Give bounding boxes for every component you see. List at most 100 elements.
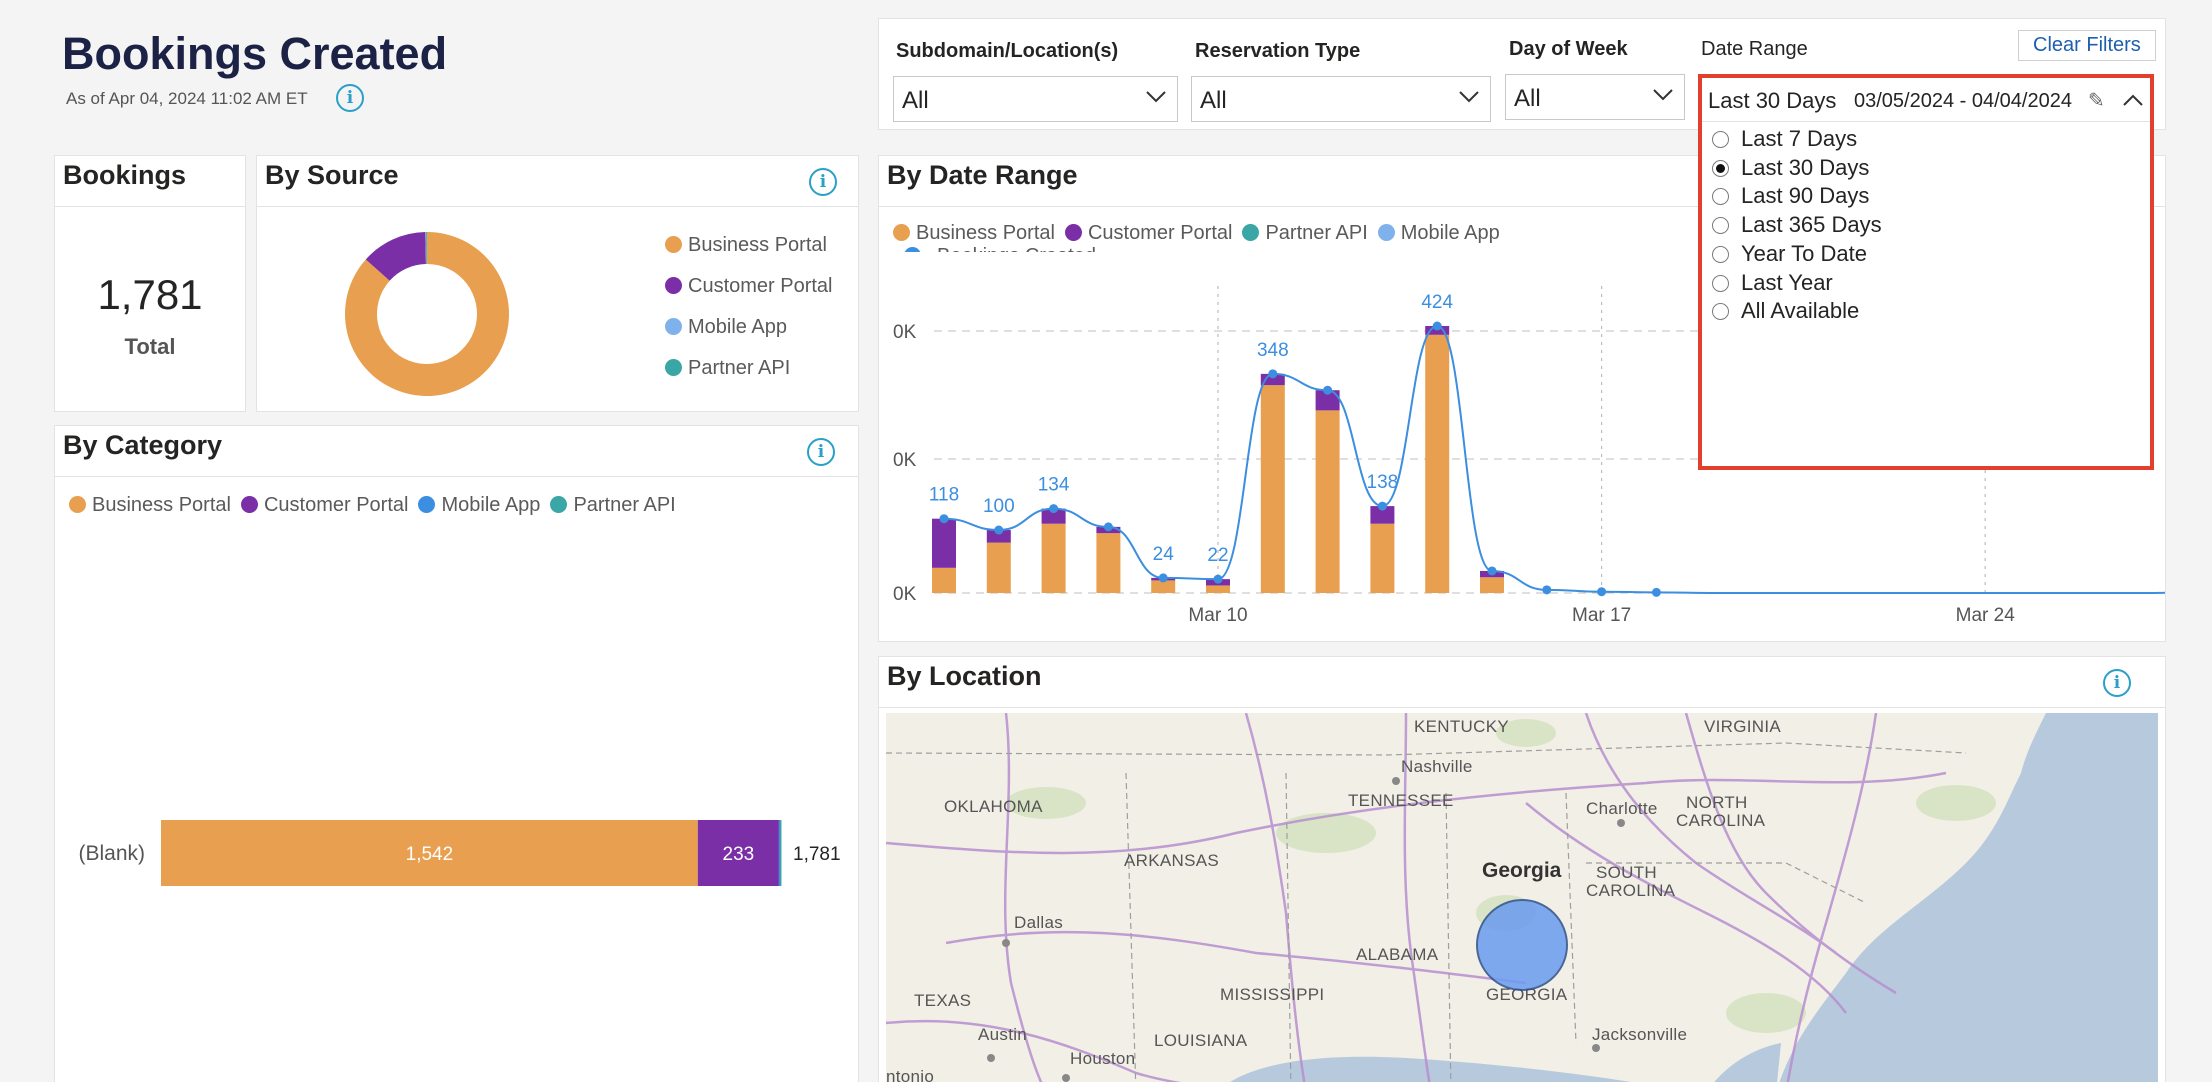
bar-business-portal[interactable]: [1096, 533, 1121, 593]
legend-item[interactable]: Business Portal: [69, 494, 231, 517]
bar-customer-portal[interactable]: [1370, 506, 1395, 524]
by-source-title: By Source: [265, 160, 399, 190]
legend-item[interactable]: Customer Portal: [665, 275, 833, 298]
bar-customer-portal[interactable]: [1260, 373, 1285, 386]
bar-business-portal[interactable]: [1041, 523, 1066, 593]
day-of-week-select[interactable]: All: [1505, 74, 1685, 120]
bookings-created-point[interactable]: [1049, 504, 1059, 514]
map-label-tennessee: TENNESSEE: [1348, 791, 1454, 810]
category-bar-segment-business-portal[interactable]: [161, 820, 698, 886]
info-icon[interactable]: i: [807, 438, 835, 466]
info-icon[interactable]: i: [336, 84, 364, 112]
bookings-created-point[interactable]: [1103, 522, 1113, 532]
data-label: 118: [929, 485, 959, 506]
bar-customer-portal[interactable]: [986, 530, 1011, 543]
category-bar-segment-mobile-app[interactable]: [778, 820, 781, 886]
map-label-austin: Austin: [978, 1025, 1028, 1044]
category-bar-data-label: 1,542: [406, 844, 454, 865]
date-range-option-label: All Available: [1741, 298, 1860, 324]
date-range-option[interactable]: All Available: [1712, 298, 1859, 324]
category-bar-chart: (Blank) 1,542 233 1,781: [78, 820, 841, 886]
date-range-option[interactable]: Last 7 Days: [1712, 126, 1857, 152]
bookings-created-point[interactable]: [1597, 587, 1607, 597]
bookings-created-point[interactable]: [1268, 369, 1278, 379]
bar-business-portal[interactable]: [1315, 410, 1340, 593]
legend-item[interactable]: Customer Portal: [1064, 222, 1232, 245]
bar-customer-portal[interactable]: [932, 518, 956, 568]
source-legend: Business Portal Customer Portal Mobile App…: [665, 234, 855, 394]
date-range-select[interactable]: Last 30 Days 03/05/2024 - 04/04/2024 ✎: [1702, 78, 2150, 122]
date-range-option[interactable]: Last 30 Days: [1712, 155, 1869, 181]
date-range-option-label: Year To Date: [1741, 240, 1867, 266]
bookings-created-point[interactable]: [939, 514, 949, 524]
legend-item[interactable]: Mobile App: [1377, 222, 1500, 245]
legend-label: Customer Portal: [263, 494, 409, 516]
legend-item[interactable]: Mobile App: [665, 316, 787, 339]
legend-item[interactable]: Partner API: [1242, 222, 1368, 245]
date-range-option[interactable]: Last 365 Days: [1712, 212, 1882, 238]
bookings-total-value: 1,781: [97, 271, 203, 318]
bookings-created-point[interactable]: [1651, 587, 1661, 597]
date-range-option[interactable]: Last Year: [1712, 270, 1833, 296]
reservation-type-select[interactable]: All: [1191, 76, 1491, 122]
bar-business-portal[interactable]: [932, 567, 956, 593]
date-range-dropdown: Last 30 Days 03/05/2024 - 04/04/2024 ✎ L…: [1698, 74, 2154, 470]
bar-business-portal[interactable]: [986, 542, 1011, 593]
donut-slice-business-portal[interactable]: [345, 232, 509, 396]
data-label: 424: [1421, 292, 1453, 313]
bookings-created-point[interactable]: [1323, 385, 1333, 395]
georgia-location-bubble[interactable]: [1476, 899, 1568, 991]
chevron-up-icon[interactable]: [2122, 90, 2144, 112]
edit-icon[interactable]: ✎: [2088, 90, 2105, 112]
legend-dot: [665, 236, 682, 253]
radio-icon: [1712, 188, 1729, 206]
page-title: Bookings Created: [62, 28, 448, 79]
map-label-north-carolina-2: CAROLINA: [1676, 811, 1766, 830]
map-label-georgia-bubble: Georgia: [1482, 859, 1562, 882]
legend-item[interactable]: Partner API: [665, 357, 790, 380]
bar-business-portal[interactable]: [1370, 523, 1395, 593]
category-bar-segment-partner-api[interactable]: [779, 820, 782, 886]
as-of-timestamp: As of Apr 04, 2024 11:02 AM ET: [66, 89, 308, 108]
legend-item[interactable]: Partner API: [550, 494, 676, 517]
legend-item[interactable]: Customer Portal: [240, 494, 409, 517]
category-bar-segment-customer-portal[interactable]: [697, 820, 779, 886]
info-icon[interactable]: i: [2103, 669, 2131, 697]
legend-dot: [665, 359, 682, 376]
bar-business-portal[interactable]: [1151, 580, 1176, 593]
map-label-georgia-state: GEORGIA: [1486, 985, 1568, 1004]
bar-customer-portal[interactable]: [1041, 508, 1066, 524]
info-icon[interactable]: i: [809, 168, 837, 196]
bookings-created-point[interactable]: [1213, 574, 1223, 584]
bookings-created-point[interactable]: [1487, 566, 1497, 576]
bar-business-portal[interactable]: [1206, 585, 1230, 593]
bar-business-portal[interactable]: [1480, 577, 1504, 593]
donut-slice-partner-api[interactable]: [426, 232, 427, 265]
date-range-option[interactable]: Last 90 Days: [1712, 183, 1869, 209]
legend-label: Customer Portal: [688, 275, 833, 297]
bar-customer-portal[interactable]: [1315, 390, 1340, 411]
legend-item[interactable]: Business Portal: [893, 222, 1055, 245]
date-range-option[interactable]: Year To Date: [1712, 241, 1867, 267]
subdomain-select[interactable]: All: [893, 76, 1178, 122]
bar-business-portal[interactable]: [1425, 334, 1450, 593]
category-bar-total-label: 1,781: [793, 844, 841, 865]
bar-business-portal[interactable]: [1260, 385, 1285, 593]
legend-item[interactable]: Mobile App: [418, 494, 540, 517]
donut-slice-customer-portal[interactable]: [365, 232, 426, 281]
legend-item[interactable]: Bookings Created: [893, 245, 1096, 252]
date-range-option-label: Last 30 Days: [1741, 154, 1870, 180]
bookings-created-point[interactable]: [1377, 501, 1387, 511]
data-label: 138: [1367, 472, 1399, 493]
legend-item[interactable]: Business Portal: [665, 234, 827, 257]
bookings-created-point[interactable]: [1432, 321, 1442, 331]
donut-slice-mobile-app[interactable]: [425, 232, 427, 265]
map-label-louisiana: LOUISIANA: [1154, 1031, 1248, 1050]
subdomain-filter-label: Subdomain/Location(s): [896, 40, 1119, 62]
clear-filters-button[interactable]: Clear Filters: [2018, 30, 2156, 61]
map-label-north-carolina: NORTH: [1686, 793, 1748, 812]
bookings-created-point[interactable]: [994, 525, 1004, 535]
bookings-created-point[interactable]: [1542, 585, 1552, 595]
location-map[interactable]: KENTUCKY VIRGINIA Nashville OKLAHOMA TEN…: [886, 713, 2158, 1082]
bookings-created-point[interactable]: [1158, 573, 1168, 583]
